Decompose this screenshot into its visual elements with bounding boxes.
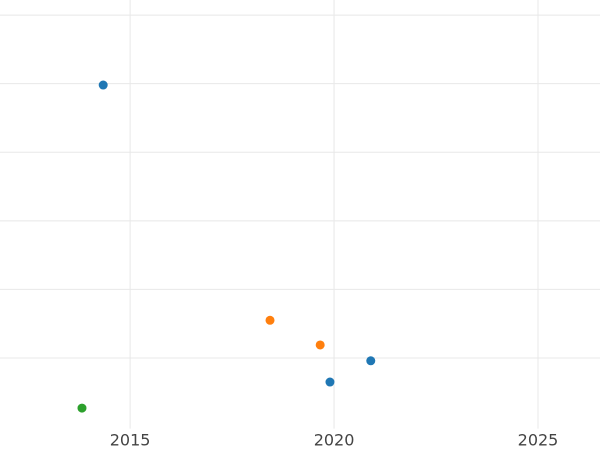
point [315, 340, 325, 350]
point [366, 356, 376, 366]
point [98, 80, 108, 90]
point [77, 403, 87, 413]
x-tick-label: 2025 [518, 431, 559, 450]
x-tick-label: 2015 [110, 431, 151, 450]
point [265, 315, 275, 325]
point [325, 377, 335, 387]
x-tick-label: 2020 [314, 431, 355, 450]
